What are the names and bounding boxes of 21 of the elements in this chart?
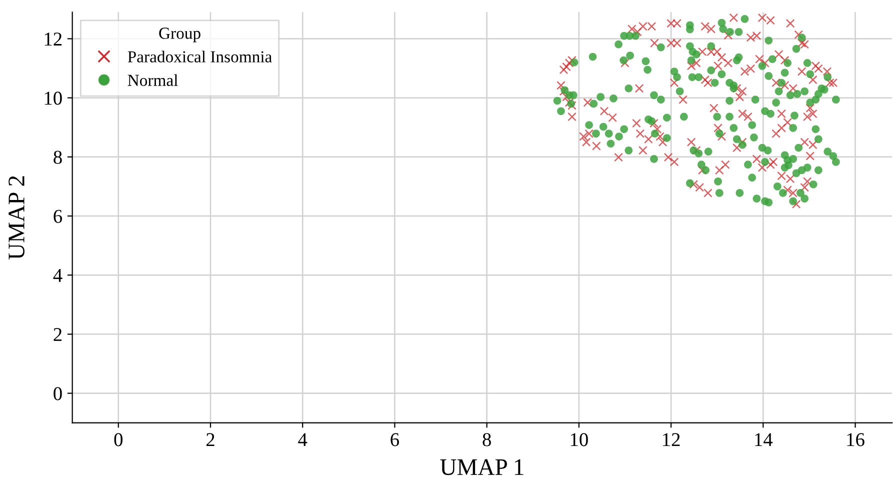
legend-label: Paradoxical Insomnia [128, 50, 272, 62]
y-tick-label: 10 [44, 92, 62, 105]
x-tick-label: 16 [847, 433, 864, 446]
x-tick-label: 0 [114, 433, 123, 446]
x-tick-label: 6 [390, 433, 399, 446]
x-tick-label: 12 [663, 433, 680, 446]
x-tick-label: 2 [206, 433, 214, 446]
legend-label: Normal [128, 74, 178, 86]
x-tick-label: 14 [755, 433, 773, 446]
y-tick-label: 0 [54, 387, 62, 400]
x-axis-title: UMAP 1 [440, 459, 524, 476]
x-tick-label: 10 [570, 433, 588, 446]
x-tick-label: 4 [298, 433, 308, 446]
legend-title: Group [159, 28, 200, 42]
y-axis-title: UMAP 2 [8, 176, 24, 260]
y-tick-label: 8 [54, 150, 62, 164]
y-tick-label: 4 [53, 269, 62, 282]
y-tick-label: 2 [54, 328, 62, 341]
y-tick-label: 12 [44, 32, 62, 46]
y-tick-label: 6 [54, 210, 62, 223]
x-tick-label: 8 [482, 433, 491, 446]
